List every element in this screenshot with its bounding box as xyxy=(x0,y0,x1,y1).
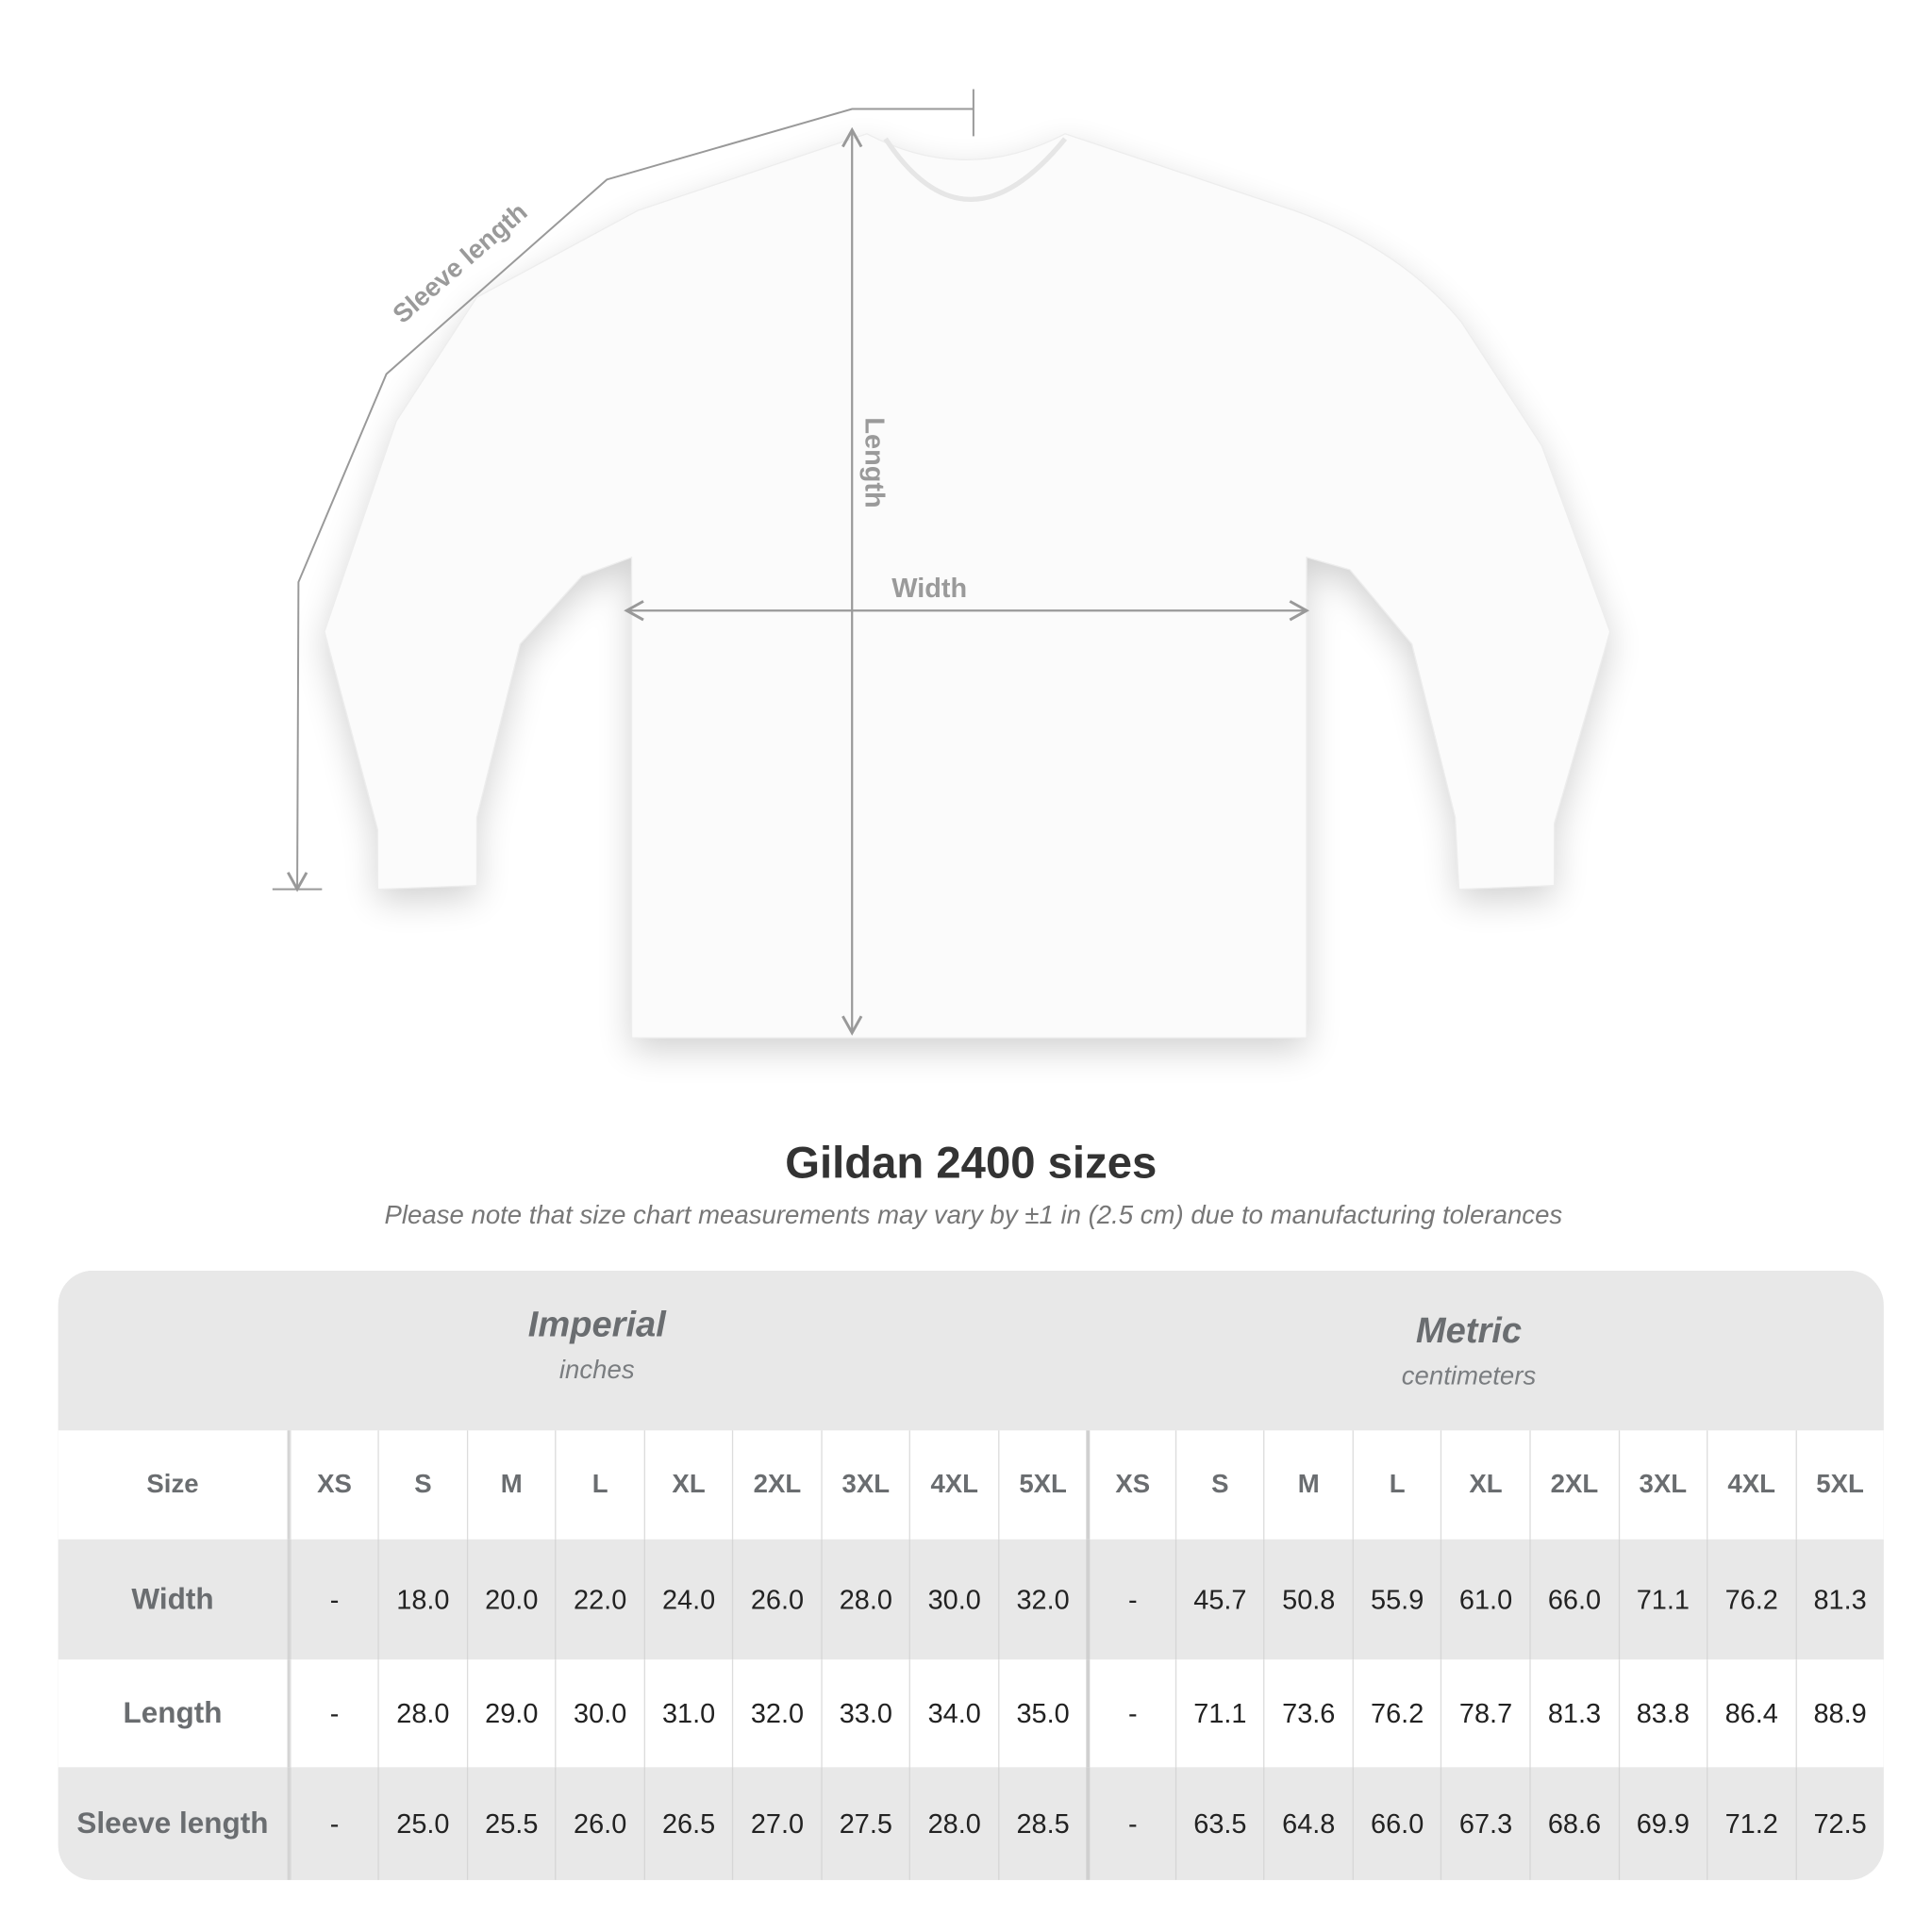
imperial-cell: 26.0 xyxy=(555,1767,644,1880)
metric-cell: 73.6 xyxy=(1263,1659,1353,1768)
imperial-cell: 31.0 xyxy=(643,1659,732,1768)
imperial-cell: 4XL xyxy=(909,1430,998,1540)
imperial-cell: M xyxy=(466,1430,556,1540)
row-label: Size xyxy=(58,1430,290,1540)
metric-cell: - xyxy=(1086,1767,1175,1880)
imperial-cell: XL xyxy=(643,1430,732,1540)
metric-cell: 69.9 xyxy=(1618,1767,1707,1880)
metric-cell: 45.7 xyxy=(1174,1539,1264,1660)
metric-cell: 55.9 xyxy=(1352,1539,1441,1660)
unit-header: Imperial inches Metric centimeters xyxy=(58,1270,1884,1431)
metric-cell: 2XL xyxy=(1529,1430,1618,1540)
metric-cell: 66.0 xyxy=(1529,1539,1618,1660)
length-label: Length xyxy=(859,417,890,508)
metric-cell: 71.2 xyxy=(1707,1767,1795,1880)
metric-cell: 72.5 xyxy=(1794,1767,1884,1880)
imperial-cell: S xyxy=(377,1430,467,1540)
tolerance-note: Please note that size chart measurements… xyxy=(384,1201,1563,1230)
metric-cell: XL xyxy=(1441,1430,1529,1540)
metric-heading: Metric centimeters xyxy=(1221,1311,1716,1391)
imperial-cell: 26.0 xyxy=(732,1539,821,1660)
imperial-cell: - xyxy=(289,1659,378,1768)
metric-cell: M xyxy=(1263,1430,1353,1540)
metric-cell: 78.7 xyxy=(1441,1659,1529,1768)
imperial-cell: 33.0 xyxy=(821,1659,909,1768)
imperial-cell: 30.0 xyxy=(909,1539,998,1660)
metric-cell: 76.2 xyxy=(1707,1539,1795,1660)
shirt-collar xyxy=(883,137,1068,202)
imperial-cell: 28.0 xyxy=(821,1539,909,1660)
shirt-diagram: Sleeve length Length Width xyxy=(272,89,1611,1051)
metric-cell: 81.3 xyxy=(1529,1659,1618,1768)
metric-cell: L xyxy=(1352,1430,1441,1540)
metric-cell: S xyxy=(1174,1430,1264,1540)
imperial-cell: 25.0 xyxy=(377,1767,467,1880)
table-row: Sleeve length -25.0 25.5 26.0 26.5 27.0 27.5 28… xyxy=(58,1767,1884,1880)
metric-cell: 64.8 xyxy=(1263,1767,1353,1880)
imperial-cell: 22.0 xyxy=(555,1539,644,1660)
imperial-cell: 32.0 xyxy=(732,1659,821,1768)
imperial-cell: L xyxy=(555,1430,644,1540)
imperial-cell: XS xyxy=(289,1430,378,1540)
metric-cell: 5XL xyxy=(1794,1430,1884,1540)
imperial-cell: 3XL xyxy=(821,1430,909,1540)
row-label: Width xyxy=(58,1539,290,1660)
metric-unit: centimeters xyxy=(1401,1362,1537,1391)
imperial-cell: 2XL xyxy=(732,1430,821,1540)
imperial-cell: 28.0 xyxy=(377,1659,467,1768)
imperial-title: Imperial xyxy=(527,1305,666,1345)
imperial-heading: Imperial inches xyxy=(349,1306,844,1386)
imperial-cell: 28.5 xyxy=(998,1767,1087,1880)
width-label: Width xyxy=(891,574,967,604)
imperial-cell: - xyxy=(289,1767,378,1880)
metric-cell: 86.4 xyxy=(1707,1659,1795,1768)
imperial-cell: 27.5 xyxy=(821,1767,909,1880)
imperial-cell: 27.0 xyxy=(732,1767,821,1880)
metric-cell: 68.6 xyxy=(1529,1767,1618,1880)
table-row: Width -18.0 20.0 22.0 24.0 26.0 28.0 30.0 32.0-4… xyxy=(58,1539,1884,1660)
row-label: Sleeve length xyxy=(58,1767,290,1880)
metric-cell: 81.3 xyxy=(1794,1539,1884,1660)
imperial-cell: 26.5 xyxy=(643,1767,732,1880)
metric-cell: 88.9 xyxy=(1794,1659,1884,1768)
metric-cell: 50.8 xyxy=(1263,1539,1353,1660)
imperial-cell: - xyxy=(289,1539,378,1660)
metric-cell: 3XL xyxy=(1618,1430,1707,1540)
measure-lines xyxy=(272,89,1310,1036)
metric-cell: 63.5 xyxy=(1174,1767,1264,1880)
imperial-cell: 34.0 xyxy=(909,1659,998,1768)
imperial-cell: 32.0 xyxy=(998,1539,1087,1660)
imperial-cell: 30.0 xyxy=(555,1659,644,1768)
size-header-row: Size XS S M L XL 2XL 3XL 4XL 5XL XS S M L XL 2XL 3XL 4XL 5… xyxy=(58,1430,1884,1540)
imperial-cell: 5XL xyxy=(998,1430,1087,1540)
metric-cell: 76.2 xyxy=(1352,1659,1441,1768)
metric-cell: - xyxy=(1086,1539,1175,1660)
imperial-cell: 24.0 xyxy=(643,1539,732,1660)
sleeve-length-line xyxy=(287,108,974,892)
metric-cell: 83.8 xyxy=(1618,1659,1707,1768)
metric-cell: - xyxy=(1086,1659,1175,1768)
imperial-cell: 29.0 xyxy=(466,1659,556,1768)
table-row: Length -28.0 29.0 30.0 31.0 32.0 33.0 34.0 35.0-… xyxy=(58,1659,1884,1768)
imperial-cell: 35.0 xyxy=(998,1659,1087,1768)
metric-cell: 71.1 xyxy=(1618,1539,1707,1660)
chart-title: Gildan 2400 sizes xyxy=(785,1137,1158,1188)
size-table: Imperial inches Metric centimeters Size X… xyxy=(58,1270,1884,1880)
imperial-unit: inches xyxy=(558,1356,635,1385)
row-label: Length xyxy=(58,1659,290,1768)
metric-cell: XS xyxy=(1086,1430,1175,1540)
imperial-cell: 25.5 xyxy=(466,1767,556,1880)
metric-cell: 61.0 xyxy=(1441,1539,1529,1660)
shirt-body xyxy=(324,133,1611,1039)
metric-cell: 4XL xyxy=(1707,1430,1795,1540)
imperial-cell: 28.0 xyxy=(909,1767,998,1880)
metric-cell: 67.3 xyxy=(1441,1767,1529,1880)
imperial-cell: 20.0 xyxy=(466,1539,556,1660)
metric-cell: 71.1 xyxy=(1174,1659,1264,1768)
metric-cell: 66.0 xyxy=(1352,1767,1441,1880)
imperial-cell: 18.0 xyxy=(377,1539,467,1660)
metric-title: Metric xyxy=(1415,1311,1523,1352)
